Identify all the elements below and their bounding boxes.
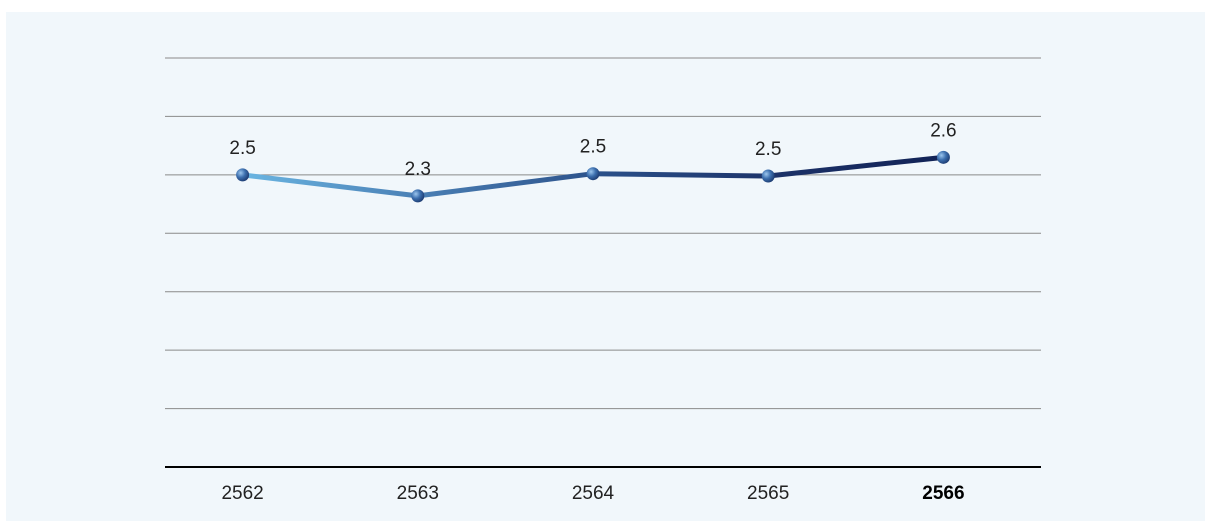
x-tick-label-2565: 2565	[747, 483, 789, 504]
chart-panel: 2.5 2.3 2.5 2.5 2.6 2562 2563 2564 2565 2566	[6, 12, 1205, 521]
data-label-2562: 2.5	[229, 138, 255, 159]
data-point-2565	[761, 169, 775, 183]
data-point-2566	[936, 150, 950, 164]
line-chart: 2.5 2.3 2.5 2.5 2.6 2562 2563 2564 2565 2566	[165, 57, 1041, 504]
data-label-2564: 2.5	[580, 137, 606, 158]
x-tick-label-2563: 2563	[397, 483, 439, 504]
data-point-2562	[236, 168, 250, 182]
x-tick-label-2566: 2566	[922, 483, 964, 504]
gridlines	[165, 57, 1041, 410]
data-point-2564	[586, 167, 600, 181]
x-tick-label-2562: 2562	[221, 483, 263, 504]
x-tick-label-2564: 2564	[572, 483, 615, 504]
data-label-2563: 2.3	[405, 159, 431, 180]
data-labels: 2.5 2.3 2.5 2.5 2.6	[229, 120, 956, 180]
data-label-2566: 2.6	[930, 120, 956, 141]
data-point-2563	[411, 189, 425, 203]
x-axis-tick-labels: 2562 2563 2564 2565 2566	[221, 483, 964, 504]
data-markers	[236, 150, 950, 203]
data-label-2565: 2.5	[755, 139, 781, 160]
